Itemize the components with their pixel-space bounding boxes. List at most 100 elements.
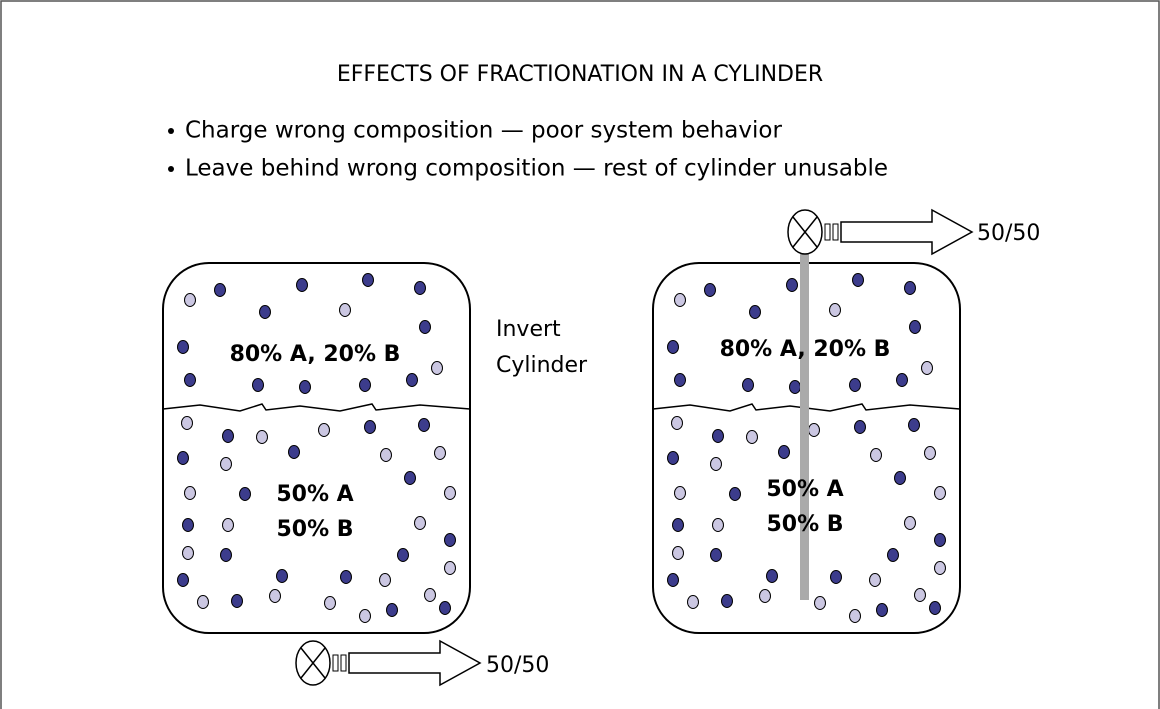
molecule	[778, 445, 790, 459]
molecule	[444, 486, 456, 500]
molecule	[909, 320, 921, 334]
liquid-surface	[162, 403, 471, 412]
molecule	[759, 589, 771, 603]
molecule	[380, 448, 392, 462]
molecule	[667, 573, 679, 587]
molecule	[197, 595, 209, 609]
molecule	[887, 548, 899, 562]
molecule	[667, 451, 679, 465]
liquid-label: 50% B	[766, 512, 843, 537]
molecule	[404, 471, 416, 485]
molecule	[904, 516, 916, 530]
molecule	[710, 457, 722, 471]
molecule	[220, 457, 232, 471]
molecule	[667, 340, 679, 354]
cylinder: 80% A, 20% B 50% A 50% B 50/50	[162, 262, 549, 687]
molecule	[184, 373, 196, 387]
molecule	[276, 569, 288, 583]
outlet-label: 50/50	[486, 653, 549, 678]
molecule	[184, 293, 196, 307]
molecule	[746, 430, 758, 444]
cylinder: 80% A, 20% B 50% A 50% B 50/50	[652, 208, 1040, 634]
liquid-label: 50% A	[276, 482, 353, 507]
molecule	[852, 273, 864, 287]
molecule	[808, 423, 820, 437]
molecule	[414, 516, 426, 530]
molecule	[288, 445, 300, 459]
molecule	[712, 518, 724, 532]
molecule	[339, 303, 351, 317]
liquid-label: 50% A	[766, 477, 843, 502]
vapor-label: 80% A, 20% B	[720, 337, 891, 362]
molecule	[671, 416, 683, 430]
molecule	[674, 486, 686, 500]
molecule	[406, 373, 418, 387]
molecule	[379, 573, 391, 587]
molecule	[672, 518, 684, 532]
molecule	[721, 594, 733, 608]
molecule	[299, 380, 311, 394]
molecule	[896, 373, 908, 387]
bullet: Charge wrong composition — poor system b…	[185, 118, 782, 144]
molecule	[742, 378, 754, 392]
molecule	[829, 303, 841, 317]
liquid-label: 50% B	[276, 517, 353, 542]
molecule	[934, 486, 946, 500]
molecule	[914, 588, 926, 602]
molecule	[214, 283, 226, 297]
molecule	[870, 448, 882, 462]
arrow	[840, 208, 974, 256]
molecule	[924, 446, 936, 460]
molecule	[414, 281, 426, 295]
molecule	[854, 420, 866, 434]
molecule	[231, 594, 243, 608]
molecule	[177, 451, 189, 465]
molecule	[252, 378, 264, 392]
molecule	[181, 416, 193, 430]
instruction: Cylinder	[496, 353, 588, 378]
molecule	[220, 548, 232, 562]
molecule	[674, 373, 686, 387]
molecule	[340, 570, 352, 584]
arrow	[348, 639, 482, 687]
molecule	[814, 596, 826, 610]
molecule	[849, 378, 861, 392]
molecule	[849, 609, 861, 623]
molecule	[704, 283, 716, 297]
molecule	[269, 589, 281, 603]
molecule	[296, 278, 308, 292]
molecule	[766, 569, 778, 583]
dip-tube	[800, 252, 809, 600]
molecule	[687, 595, 699, 609]
molecule	[444, 533, 456, 547]
molecule	[934, 561, 946, 575]
molecule	[239, 487, 251, 501]
molecule	[386, 603, 398, 617]
molecule	[362, 273, 374, 287]
molecule	[710, 548, 722, 562]
molecule	[434, 446, 446, 460]
bullet-dot	[168, 128, 174, 134]
bullet-dot	[168, 166, 174, 172]
molecule	[424, 588, 436, 602]
molecule	[749, 305, 761, 319]
molecule	[894, 471, 906, 485]
molecule	[908, 418, 920, 432]
molecule	[222, 518, 234, 532]
molecule	[359, 378, 371, 392]
molecule	[364, 420, 376, 434]
molecule	[177, 573, 189, 587]
molecule	[177, 340, 189, 354]
molecule	[184, 486, 196, 500]
molecule	[182, 546, 194, 560]
molecule	[672, 546, 684, 560]
instruction: Invert	[496, 317, 561, 342]
molecule	[444, 561, 456, 575]
valve	[295, 639, 482, 687]
molecule	[418, 418, 430, 432]
liquid-surface	[652, 403, 961, 412]
molecule	[674, 293, 686, 307]
molecule	[921, 361, 933, 375]
